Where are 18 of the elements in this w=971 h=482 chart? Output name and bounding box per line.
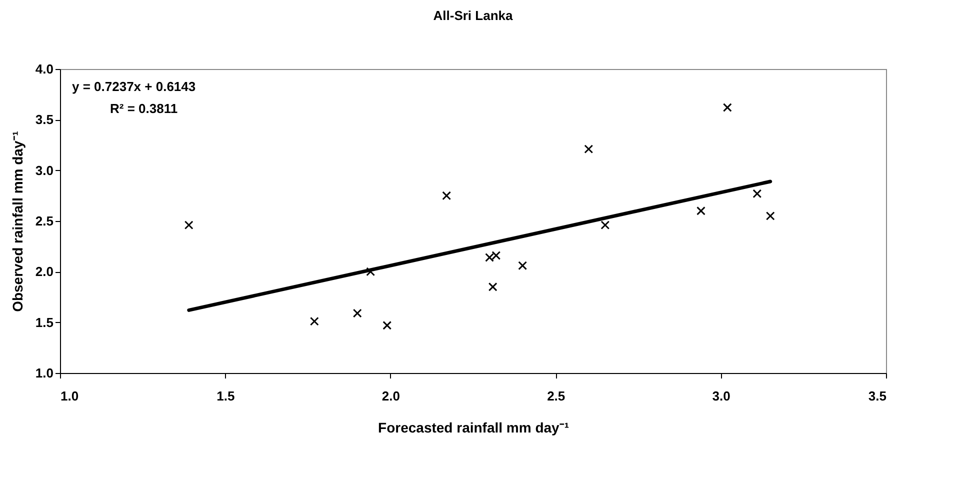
x-axis-title: Forecasted rainfall mm day⁻¹ bbox=[378, 420, 570, 436]
x-tick-label: 3.0 bbox=[712, 388, 730, 404]
chart-title: All-Sri Lanka bbox=[433, 8, 514, 23]
y-tick-label: 2.5 bbox=[35, 214, 54, 228]
y-tick-label: 3.5 bbox=[35, 112, 54, 128]
x-tick-label: 3.5 bbox=[868, 388, 886, 404]
x-tick-label: 2.5 bbox=[547, 388, 566, 404]
annotation: y = 0.7237x + 0.6143 bbox=[72, 79, 196, 94]
x-tick-label: 1.0 bbox=[60, 388, 79, 404]
x-tick-label: 1.5 bbox=[216, 388, 235, 404]
x-tick-label: 2.0 bbox=[382, 388, 400, 404]
y-tick-label: 2.0 bbox=[35, 264, 54, 280]
y-axis-title: Observed rainfall mm day⁻¹ bbox=[9, 130, 26, 312]
annotation: R² = 0.3811 bbox=[110, 101, 178, 116]
y-tick-label: 1.5 bbox=[35, 314, 54, 330]
y-tick-label: 1.0 bbox=[35, 366, 54, 380]
y-tick-label: 4.0 bbox=[35, 62, 54, 76]
y-tick-label: 3.0 bbox=[35, 162, 54, 178]
